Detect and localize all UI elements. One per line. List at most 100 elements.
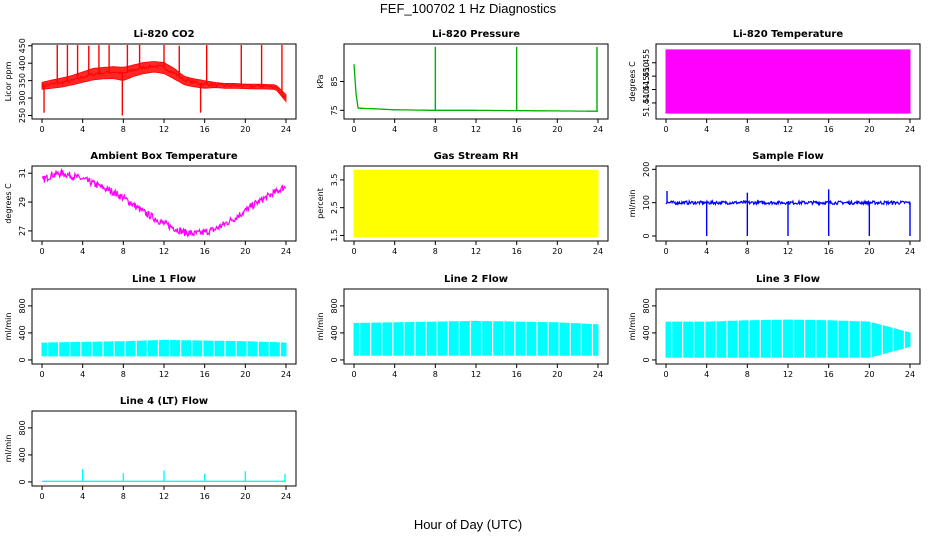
panel-title: Line 3 Flow xyxy=(756,274,820,285)
x-tick-label: 20 xyxy=(240,247,250,256)
y-axis-label: Licor ppm xyxy=(4,61,13,101)
x-tick-label: 0 xyxy=(351,125,356,134)
series-envelope xyxy=(41,61,287,103)
panel-title: Gas Stream RH xyxy=(434,151,519,162)
y-tick-label: 800 xyxy=(642,298,651,313)
chart-panel-7: Line 1 Flow ml/min 0 4 8 12 16 20 24 0 400 800 xyxy=(4,274,297,379)
x-tick-label: 24 xyxy=(593,125,603,134)
y-tick-label: 400 xyxy=(18,447,27,462)
plot-frame xyxy=(655,288,921,365)
y-tick-label: 51.450 xyxy=(642,62,651,90)
y-axis-label: kPa xyxy=(316,74,325,88)
x-tick-label: 8 xyxy=(121,247,126,256)
x-tick-label: 24 xyxy=(281,125,291,134)
y-tick-label: 350 xyxy=(18,73,27,88)
x-tick-label: 0 xyxy=(39,247,44,256)
y-tick-label: 0 xyxy=(330,357,339,362)
panel-title: Li-820 Temperature xyxy=(733,29,843,40)
x-tick-label: 16 xyxy=(200,492,210,501)
chart-panel-3: Li-820 Temperature degrees C 0 4 8 12 16 20 24 51… xyxy=(628,29,921,134)
y-tick-label: 400 xyxy=(330,325,339,340)
x-tick-label: 20 xyxy=(552,247,562,256)
plot-frame xyxy=(655,43,921,120)
x-tick-label: 12 xyxy=(783,370,793,379)
y-axis-label: ml/min xyxy=(4,313,13,341)
x-tick-label: 20 xyxy=(240,370,250,379)
figure-title: FEF_100702 1 Hz Diagnostics xyxy=(379,1,557,16)
y-tick-label: 100 xyxy=(642,195,651,210)
series-1-line xyxy=(353,64,598,112)
x-tick-label: 16 xyxy=(512,247,522,256)
y-tick-label: 250 xyxy=(18,108,27,123)
series-1-band xyxy=(41,339,287,357)
series-1-band xyxy=(665,49,911,114)
x-tick-label: 8 xyxy=(745,370,750,379)
x-tick-label: 4 xyxy=(80,125,85,134)
panel-title: Sample Flow xyxy=(752,151,824,162)
y-tick-label: 75 xyxy=(330,105,339,115)
y-tick-label: 85 xyxy=(330,76,339,86)
x-tick-label: 0 xyxy=(39,370,44,379)
y-tick-label: 3.5 xyxy=(330,174,339,187)
data-layer xyxy=(353,320,599,357)
x-tick-label: 8 xyxy=(121,125,126,134)
y-tick-label: 400 xyxy=(642,325,651,340)
chart-panel-4: Ambient Box Temperature degrees C 0 4 8 12 16 2… xyxy=(4,151,297,256)
series-1-line xyxy=(41,167,287,238)
x-tick-label: 12 xyxy=(159,492,169,501)
x-tick-label: 16 xyxy=(824,125,834,134)
data-layer xyxy=(353,46,598,112)
x-tick-label: 24 xyxy=(281,370,291,379)
y-tick-label: 0 xyxy=(642,233,651,238)
y-axis-label: degrees C xyxy=(628,61,637,102)
x-tick-label: 12 xyxy=(471,370,481,379)
data-layer xyxy=(41,167,287,238)
y-tick-label: 800 xyxy=(18,298,27,313)
y-axis-label: ml/min xyxy=(4,435,13,463)
data-layer xyxy=(41,45,287,116)
y-axis-label: ml/min xyxy=(628,190,637,218)
data-layer xyxy=(41,339,287,357)
x-tick-label: 12 xyxy=(471,247,481,256)
x-tick-label: 20 xyxy=(240,492,250,501)
x-tick-label: 20 xyxy=(864,247,874,256)
chart-panel-2: Li-820 Pressure kPa 0 4 8 12 16 20 24 75 85 xyxy=(316,29,609,134)
plot-frame xyxy=(343,165,609,242)
x-tick-label: 8 xyxy=(121,370,126,379)
panel-title: Li-820 Pressure xyxy=(432,29,520,40)
x-tick-label: 12 xyxy=(471,125,481,134)
y-tick-label: 51.445 xyxy=(642,76,651,104)
y-tick-label: 31 xyxy=(18,168,27,178)
y-axis-label: degrees C xyxy=(4,183,13,224)
y-tick-label: 1.5 xyxy=(330,229,339,242)
x-tick-label: 8 xyxy=(121,492,126,501)
y-tick-label: 300 xyxy=(18,90,27,105)
chart-panel-10: Line 4 (LT) Flow ml/min 0 4 8 12 16 20 24 0 400 800 xyxy=(4,396,297,501)
y-tick-label: 400 xyxy=(18,56,27,71)
y-axis-label: ml/min xyxy=(628,313,637,341)
x-tick-label: 0 xyxy=(39,125,44,134)
y-tick-label: 450 xyxy=(18,38,27,53)
y-tick-label: 51.440 xyxy=(642,89,651,117)
plot-frame xyxy=(31,410,297,487)
x-tick-label: 0 xyxy=(663,125,668,134)
x-tick-label: 24 xyxy=(593,370,603,379)
y-tick-label: 400 xyxy=(18,325,27,340)
y-tick-label: 0 xyxy=(18,479,27,484)
x-tick-label: 24 xyxy=(905,370,915,379)
panel-title: Line 1 Flow xyxy=(132,274,196,285)
x-tick-label: 16 xyxy=(200,125,210,134)
y-tick-label: 800 xyxy=(18,420,27,435)
x-tick-label: 8 xyxy=(433,247,438,256)
x-tick-label: 12 xyxy=(159,370,169,379)
y-tick-label: 27 xyxy=(18,226,27,236)
x-tick-label: 4 xyxy=(704,370,709,379)
x-tick-label: 24 xyxy=(905,247,915,256)
x-tick-label: 12 xyxy=(783,247,793,256)
x-tick-label: 20 xyxy=(240,125,250,134)
x-tick-label: 16 xyxy=(200,247,210,256)
x-tick-label: 24 xyxy=(593,247,603,256)
x-tick-label: 24 xyxy=(905,125,915,134)
x-tick-label: 4 xyxy=(392,247,397,256)
x-tick-label: 12 xyxy=(159,247,169,256)
